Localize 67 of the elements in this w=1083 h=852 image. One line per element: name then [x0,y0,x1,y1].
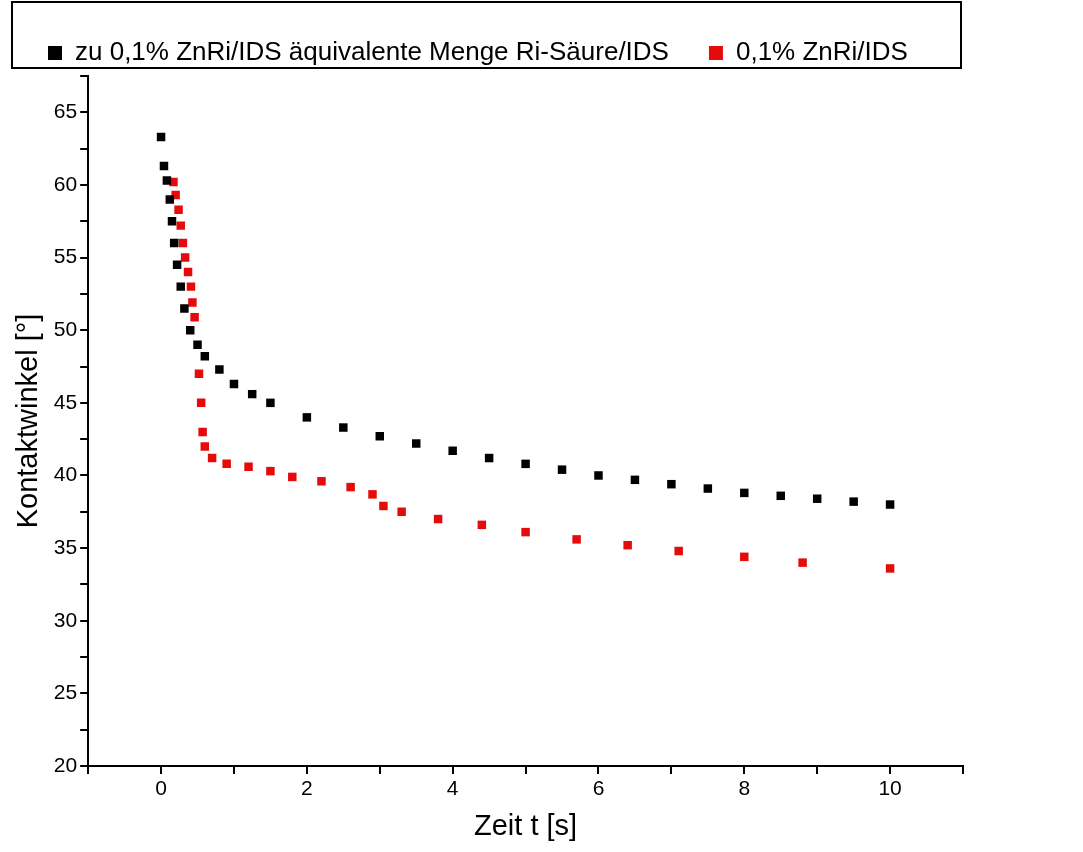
y-tick-label: 65 [53,99,78,123]
y-tick-label: 20 [53,752,78,776]
point [176,282,185,291]
point [198,427,207,437]
y-tick-label: 40 [53,462,78,486]
point [368,490,377,499]
point [162,176,172,185]
point [215,365,224,374]
point [521,459,530,469]
point [188,298,197,307]
x-tick-label: 4 [446,776,459,800]
point [849,497,858,506]
point [174,205,183,214]
point [572,535,581,544]
x-tick-label: 8 [738,776,751,800]
point [674,546,683,556]
point [244,462,253,471]
point [266,398,275,408]
point [623,540,632,550]
y-axis-title: Kontaktwinkel [°] [11,313,44,529]
point [176,221,185,230]
point [180,253,190,262]
x-tick-label: 10 [878,776,902,800]
x-axis-title: Zeit t [s] [474,808,578,841]
point [379,501,388,511]
point [448,446,457,456]
y-tick-label: 45 [53,389,78,413]
x-tick-label: 0 [155,776,167,800]
point [594,471,603,480]
point [317,477,326,486]
legend-label: zu 0,1% ZnRi/IDS äquivalente Menge Ri-Säure/IDS [75,36,669,67]
point [266,466,275,476]
point [339,423,348,432]
y-tick-label: 55 [53,244,78,268]
point [288,472,297,482]
point [200,442,210,451]
point [740,552,749,562]
point [521,527,530,537]
point [200,352,210,361]
point [740,488,749,498]
point [812,494,822,503]
y-tick-label: 30 [53,607,78,631]
point [222,459,231,469]
point [180,304,189,313]
point [411,439,421,448]
x-tick-label: 2 [301,776,313,800]
legend-label: 0,1% ZnRi/IDS [735,36,908,67]
point [302,413,312,422]
point [186,282,196,291]
point [667,479,676,489]
y-tick-label: 35 [53,534,78,558]
y-tick-label: 60 [53,171,78,195]
point [776,491,785,501]
point [193,340,202,349]
point [346,482,355,492]
y-tick-label: 25 [53,680,78,704]
point [703,484,713,493]
point [798,558,807,567]
point [165,195,175,204]
point [885,500,895,509]
point [397,507,406,517]
point [190,312,199,322]
point [167,217,177,226]
point [885,564,895,573]
x-tick-label: 6 [592,776,605,800]
y-tick-label: 50 [53,317,78,341]
point [557,465,567,474]
